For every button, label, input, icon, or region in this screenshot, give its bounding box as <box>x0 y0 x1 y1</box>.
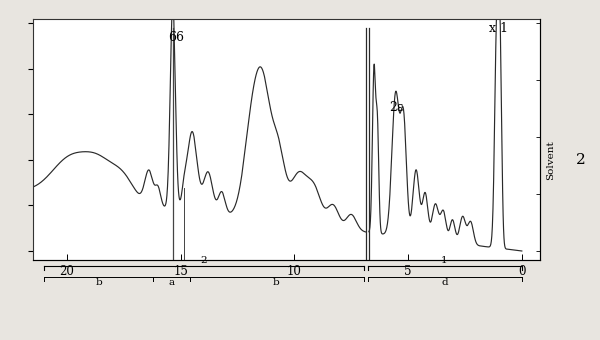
Text: 2: 2 <box>200 256 207 265</box>
Text: 2ε: 2ε <box>389 101 404 114</box>
Text: d: d <box>441 278 448 287</box>
Text: b: b <box>273 278 280 287</box>
Text: a: a <box>169 278 175 287</box>
Text: 1: 1 <box>441 256 448 265</box>
Text: b: b <box>95 278 103 287</box>
Text: 66: 66 <box>168 31 184 44</box>
Text: 2: 2 <box>576 153 586 167</box>
Text: x 1: x 1 <box>489 22 508 35</box>
Text: Solvent: Solvent <box>547 140 556 180</box>
